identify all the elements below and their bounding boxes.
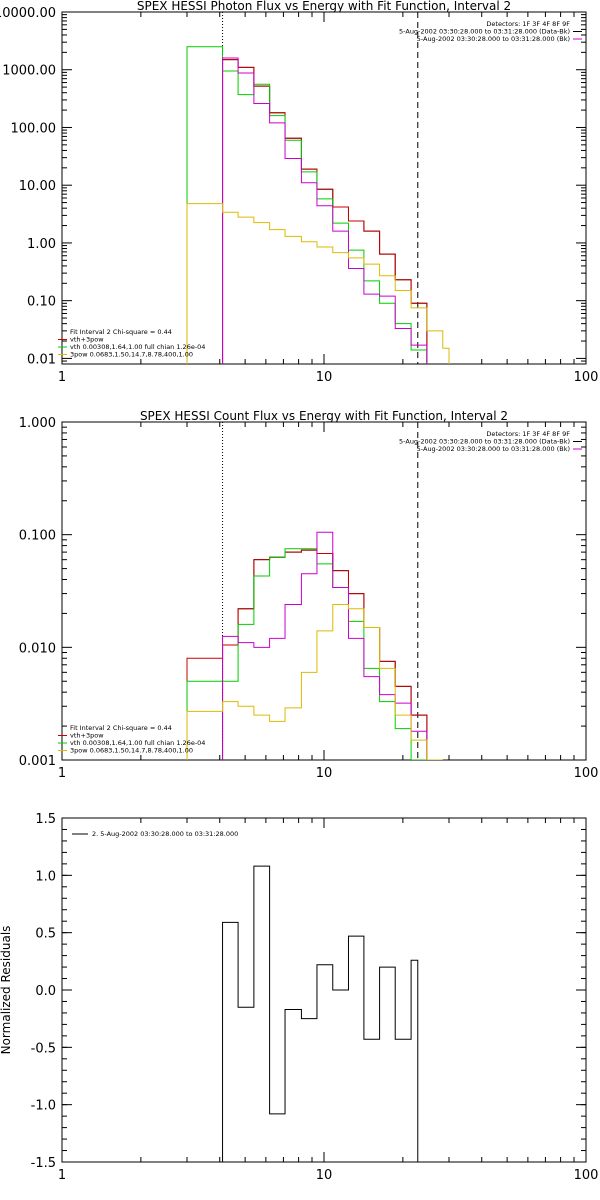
- legend_top_left-text: 2. 5-Aug-2002 03:30:28.000 to 03:31:28.0…: [92, 830, 238, 838]
- x-tick-label: 10: [316, 370, 333, 385]
- y-tick-label: -0.5: [31, 1041, 56, 1056]
- y-tick-label: 0.010: [19, 641, 56, 656]
- y-tick-label: 10000.00: [0, 6, 56, 21]
- legend_bottom_left-text: vth 0.00308,1.64,1.00 full chian 1.26e-0…: [70, 739, 205, 747]
- y-tick-label: 0.01: [27, 352, 56, 367]
- y-tick-label: 0.10: [27, 295, 56, 310]
- y-axis-label: Normalized Residuals: [0, 926, 13, 1055]
- photon-flux-panel: SPEX HESSI Photon Flux vs Energy with Fi…: [0, 0, 598, 385]
- series-0-line: [222, 59, 428, 364]
- legend_top_right-text: 5-Aug-2002 03:30:28.000 to 03:31:28.000 …: [417, 35, 570, 43]
- y-tick-label: -1.5: [31, 1156, 56, 1171]
- data-layer: [186, 422, 443, 760]
- legend_bottom_left-text: Fit Interval 2 Chi-square = 0.44: [70, 328, 172, 336]
- residuals-panel: Normalized Residuals 1 10 100 -1.5 -1.0 -0.5 0.…: [0, 812, 598, 1183]
- y-tick-label: 0.100: [19, 529, 56, 544]
- x-tick-label: 10: [316, 1168, 333, 1183]
- data-layer: [186, 12, 450, 364]
- legend_top_right-text: Detectors: 1F 3F 4F 8F 9F: [486, 430, 570, 438]
- legend_bottom_left-text: vth+3pow: [70, 732, 104, 740]
- y-tick-label: 1.5: [35, 812, 56, 827]
- legend_top_right-text: 5-Aug-2002 03:30:28.000 to 03:31:28.000 …: [399, 438, 570, 446]
- count-flux-panel: SPEX HESSI Count Flux vs Energy with Fit…: [19, 409, 599, 781]
- legend_bottom_left-text: vth+3pow: [70, 336, 104, 344]
- y-tick-label: 100.00: [11, 121, 57, 136]
- x-tick-label: 100: [574, 766, 599, 781]
- y-tick-label: 1000.00: [2, 64, 56, 79]
- x-tick-label: 100: [574, 1168, 599, 1183]
- y-tick-label: 1.00: [27, 237, 56, 252]
- y-tick-label: -1.0: [31, 1099, 56, 1114]
- legend_top_right-text: 5-Aug-2002 03:30:28.000 to 03:31:28.000 …: [399, 28, 570, 36]
- x-tick-label: 1: [58, 1168, 66, 1183]
- plot-frame: [61, 421, 587, 761]
- x-tick-label: 1: [58, 370, 66, 385]
- x-tick-label: 1: [58, 766, 66, 781]
- x-tick-label: 100: [574, 370, 599, 385]
- legend_bottom_left-text: 3pow 0.0683,1.50,14.7,8.78,400,1.00: [70, 351, 193, 359]
- data-layer: [222, 865, 419, 1162]
- legend_top_right-text: Detectors: 1F 3F 4F 8F 9F: [486, 20, 570, 28]
- y-tick-label: 10.00: [19, 179, 56, 194]
- y-tick-label: 0.5: [35, 927, 56, 942]
- plot-frame: [61, 817, 587, 1163]
- chart-title: SPEX HESSI Count Flux vs Energy with Fit…: [140, 409, 508, 423]
- series-1-line: [222, 59, 428, 364]
- y-tick-label: 0.001: [19, 754, 56, 769]
- x-tick-label: 10: [316, 766, 333, 781]
- y-tick-label: 1.0: [35, 869, 56, 884]
- plot-frame: [61, 11, 587, 365]
- legend_bottom_left-text: Fit Interval 2 Chi-square = 0.44: [70, 724, 172, 732]
- series-4-line: [186, 604, 443, 760]
- legend_bottom_left-text: vth 0.00308,1.64,1.00 full chian 1.26e-0…: [70, 343, 205, 351]
- chart-title: SPEX HESSI Photon Flux vs Energy with Fi…: [137, 0, 511, 13]
- legend_bottom_left-text: 3pow 0.0683,1.50,14.7,8.78,400,1.00: [70, 747, 193, 755]
- y-tick-label: 1.000: [19, 416, 56, 431]
- series-3-line: [222, 531, 428, 760]
- series-3-line: [222, 57, 428, 364]
- legend_top_right-text: 5-Aug-2002 03:30:28.000 to 03:31:28.000 …: [417, 445, 570, 453]
- series-0-line: [222, 865, 419, 1162]
- series-4-line: [186, 203, 450, 364]
- y-tick-label: 0.0: [35, 984, 56, 999]
